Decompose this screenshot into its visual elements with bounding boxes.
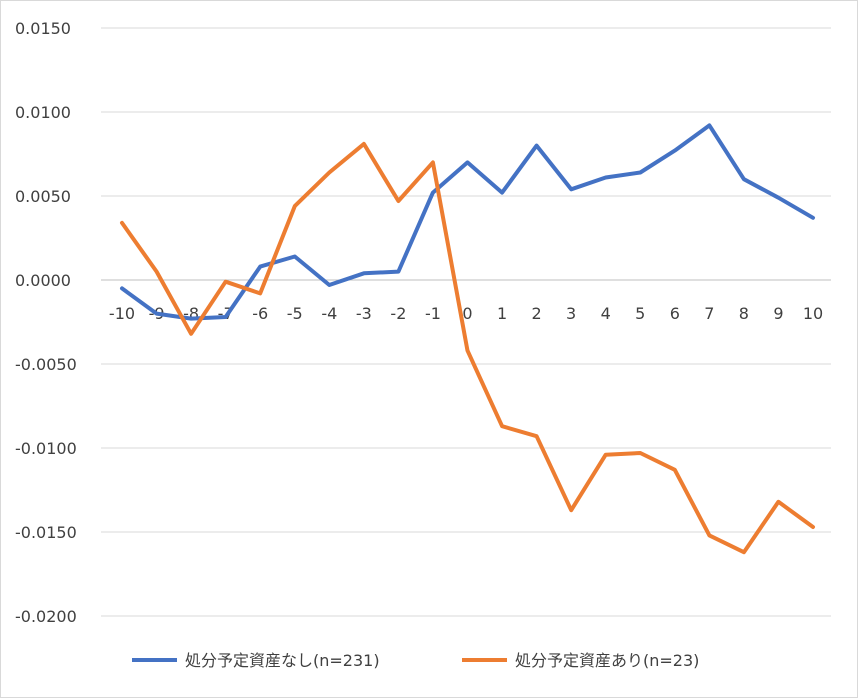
y-tick-label: 0.0100 [15, 103, 71, 122]
y-tick-label: -0.0050 [15, 355, 77, 374]
y-axis-tick-labels: 0.0150 0.0100 0.0050 0.0000 -0.0050 -0.0100 -0… [15, 19, 77, 626]
x-tick-label: -4 [321, 304, 337, 323]
y-tick-label: 0.0150 [15, 19, 71, 38]
y-tick-label: -0.0150 [15, 523, 77, 542]
x-tick-label: -1 [425, 304, 441, 323]
series-line-1 [120, 123, 815, 321]
x-tick-label: -2 [390, 304, 406, 323]
x-tick-label: 3 [566, 304, 576, 323]
x-tick-label: 0 [462, 304, 472, 323]
y-tick-label: -0.0200 [15, 607, 77, 626]
x-tick-label: 10 [803, 304, 823, 323]
x-tick-label: -3 [356, 304, 372, 323]
y-tick-label: 0.0050 [15, 187, 71, 206]
x-tick-label: -5 [287, 304, 303, 323]
x-tick-label: 8 [739, 304, 749, 323]
x-tick-label: 6 [670, 304, 680, 323]
x-tick-label: 7 [704, 304, 714, 323]
x-tick-label: 5 [635, 304, 645, 323]
x-tick-label: -10 [109, 304, 135, 323]
x-tick-label: 2 [532, 304, 542, 323]
legend: 処分予定資産なし(n=231) 処分予定資産あり(n=23) [132, 651, 699, 670]
legend-label-series-2: 処分予定資産あり(n=23) [515, 651, 699, 670]
x-tick-label: 1 [497, 304, 507, 323]
y-tick-label: -0.0100 [15, 439, 77, 458]
series-line-2 [120, 141, 815, 555]
y-tick-label: 0.0000 [15, 271, 71, 290]
x-tick-label: -6 [252, 304, 268, 323]
legend-label-series-1: 処分予定資産なし(n=231) [185, 651, 380, 670]
x-tick-label: 9 [773, 304, 783, 323]
series-lines [120, 123, 815, 555]
x-tick-label: 4 [601, 304, 611, 323]
